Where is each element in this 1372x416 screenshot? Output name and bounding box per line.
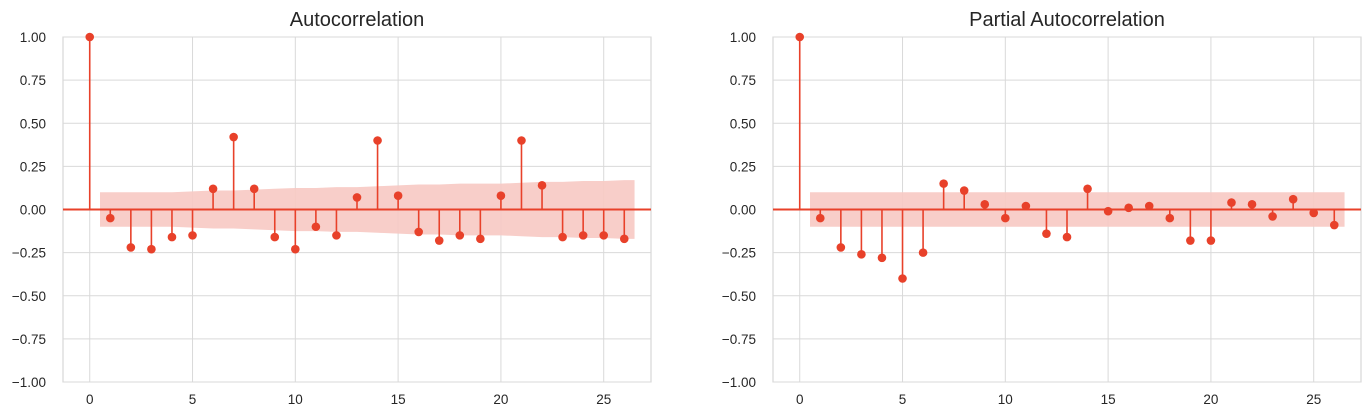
stem-marker [599, 231, 609, 240]
stem-marker [1165, 213, 1175, 223]
stem-marker [1083, 184, 1092, 194]
stem-marker [455, 231, 465, 240]
x-tick-label: 25 [1306, 392, 1321, 407]
y-tick-label: −1.00 [12, 375, 46, 390]
stem-marker [1268, 212, 1277, 221]
y-tick-label: 0.50 [730, 116, 756, 131]
x-tick-label: 5 [189, 392, 197, 407]
y-tick-label: −0.75 [12, 332, 46, 347]
y-tick-label: 1.00 [20, 30, 46, 45]
autocorrelation-chart: 0 5 10 15 20 25 1.00 0.75 0.50 0.25 0.00 −0.25 −0.50… [12, 9, 652, 407]
stem-marker [1103, 206, 1113, 216]
y-tick-label: −0.25 [12, 246, 46, 261]
stem-marker [1021, 201, 1031, 211]
stem-marker [249, 184, 259, 194]
y-tick-label: −0.50 [12, 289, 46, 304]
y-tick-label: 0.00 [20, 203, 46, 218]
stem-marker [332, 231, 341, 240]
stem-marker [815, 213, 825, 223]
x-tick-label: 5 [899, 392, 907, 407]
stem-marker [352, 193, 362, 202]
stem-marker [147, 244, 156, 254]
stem-marker [558, 232, 567, 242]
x-tick-label: 0 [796, 392, 804, 407]
stem-marker [270, 232, 280, 242]
stem-marker [208, 184, 218, 194]
y-tick-label: −0.75 [722, 332, 756, 347]
x-tick-label: 10 [288, 392, 303, 407]
stem-marker [393, 191, 403, 200]
stem-marker [959, 186, 969, 195]
stem-marker [188, 231, 197, 240]
stem-marker [414, 227, 423, 237]
stem-marker [105, 213, 115, 223]
stem-marker [1329, 220, 1339, 230]
stem-marker [373, 136, 382, 145]
y-tick-label: 0.75 [730, 73, 756, 88]
stem-marker [476, 234, 485, 244]
x-tick-label: 0 [86, 392, 94, 407]
stem-marker [229, 132, 238, 142]
y-tick-label: −0.50 [722, 289, 756, 304]
x-tick-label: 15 [1101, 392, 1116, 407]
stem-marker [980, 200, 990, 209]
y-tick-label: 0.25 [730, 159, 756, 174]
stem-marker [1124, 203, 1133, 213]
y-tick-label: −1.00 [722, 375, 756, 390]
chart-title: Autocorrelation [290, 9, 425, 31]
partial-autocorrelation-chart: 0 5 10 15 20 25 1.00 0.75 0.50 0.25 0.00 −0.25 −0.50… [722, 9, 1362, 407]
stem-marker [1206, 236, 1216, 245]
stem-marker [619, 234, 629, 244]
x-tick-label: 15 [391, 392, 406, 407]
y-tick-label: 0.25 [20, 159, 46, 174]
stem-marker [85, 32, 95, 42]
stem-marker [1144, 201, 1154, 211]
stem-marker [1042, 229, 1051, 238]
stem-marker [517, 136, 526, 145]
y-tick-label: 0.00 [730, 203, 756, 218]
stem-marker [1309, 208, 1319, 218]
stem-marker [311, 222, 321, 232]
stem-marker [537, 181, 547, 190]
stem-marker [291, 244, 300, 254]
stem-marker [918, 248, 928, 257]
stem-marker [1001, 213, 1010, 223]
x-tick-label: 10 [998, 392, 1013, 407]
stem-marker [1227, 198, 1236, 207]
y-tick-label: 0.50 [20, 116, 46, 131]
stem-marker [1186, 236, 1195, 245]
chart-title: Partial Autocorrelation [969, 9, 1165, 31]
stem-marker [836, 243, 846, 252]
y-tick-label: 1.00 [730, 30, 756, 45]
stem-marker [578, 231, 588, 240]
stem-marker [939, 179, 948, 188]
stem-marker [1062, 232, 1072, 242]
stem-marker [857, 250, 866, 259]
x-tick-label: 20 [1203, 392, 1218, 407]
stem-marker [795, 32, 805, 42]
y-tick-label: −0.25 [722, 246, 756, 261]
stem-marker [1288, 194, 1298, 204]
stem-marker [434, 236, 444, 245]
stem-marker [167, 232, 177, 242]
stem-marker [898, 274, 907, 283]
stem-marker [877, 253, 887, 263]
x-tick-label: 20 [493, 392, 508, 407]
stem-marker [496, 191, 506, 200]
stem-marker [1247, 200, 1257, 209]
stem-marker [126, 243, 136, 252]
x-tick-label: 25 [596, 392, 611, 407]
y-tick-label: 0.75 [20, 73, 46, 88]
